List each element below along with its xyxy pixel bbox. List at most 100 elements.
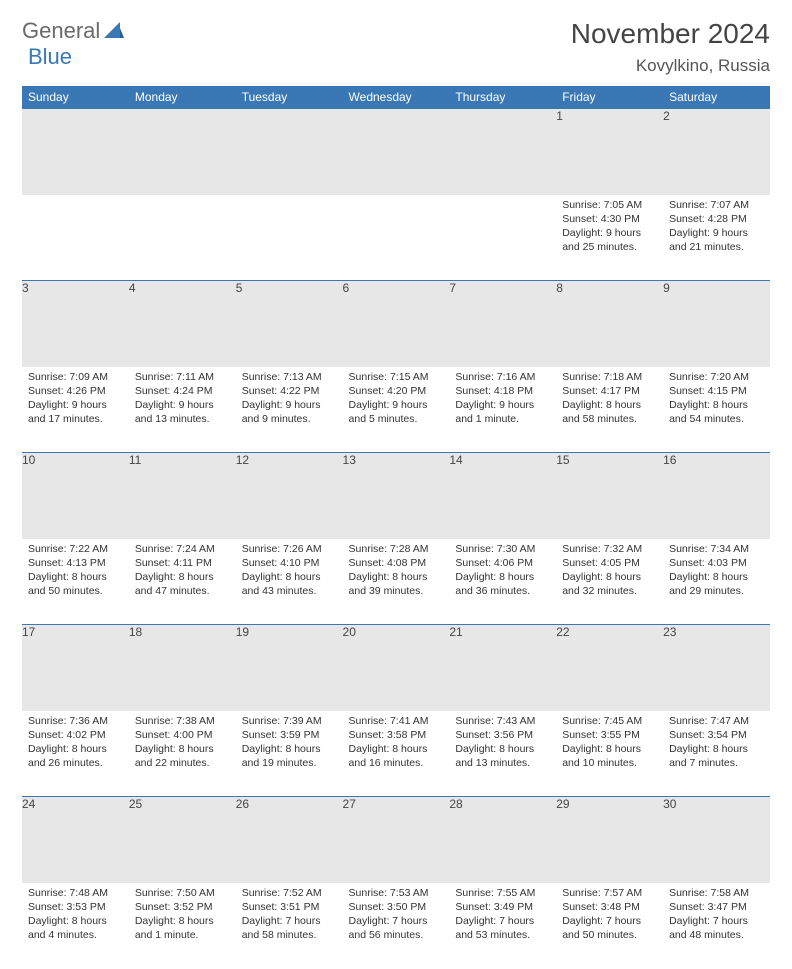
cell-16-d2: and 29 minutes. bbox=[669, 584, 764, 598]
cell-22-sr: Sunrise: 7:45 AM bbox=[562, 714, 657, 728]
cell-7-d1: Daylight: 9 hours bbox=[455, 398, 550, 412]
cell-20-sr: Sunrise: 7:41 AM bbox=[349, 714, 444, 728]
daynum-22: 22 bbox=[556, 625, 663, 711]
cell-26-ss: Sunset: 3:51 PM bbox=[242, 900, 337, 914]
cell-22-ss: Sunset: 3:55 PM bbox=[562, 728, 657, 742]
cell-14-d2: and 36 minutes. bbox=[455, 584, 550, 598]
daynum-8: 8 bbox=[556, 281, 663, 367]
cell-content-17: Sunrise: 7:36 AMSunset: 4:02 PMDaylight:… bbox=[22, 711, 129, 777]
dayhead-monday: Monday bbox=[129, 86, 236, 109]
cell-2-d2: and 21 minutes. bbox=[669, 240, 764, 254]
cell-30-d2: and 48 minutes. bbox=[669, 928, 764, 942]
cell-12-sr: Sunrise: 7:26 AM bbox=[242, 542, 337, 556]
daynum-5: 5 bbox=[236, 281, 343, 367]
cell-10-d2: and 50 minutes. bbox=[28, 584, 123, 598]
cell-15-sr: Sunrise: 7:32 AM bbox=[562, 542, 657, 556]
cell-7: Sunrise: 7:16 AMSunset: 4:18 PMDaylight:… bbox=[449, 367, 556, 453]
cell-3-d2: and 17 minutes. bbox=[28, 412, 123, 426]
cell-14-d1: Daylight: 8 hours bbox=[455, 570, 550, 584]
cell-2-sr: Sunrise: 7:07 AM bbox=[669, 198, 764, 212]
cell-22-d1: Daylight: 8 hours bbox=[562, 742, 657, 756]
calendar-body: 12Sunrise: 7:05 AMSunset: 4:30 PMDayligh… bbox=[22, 109, 770, 969]
cell-12-d1: Daylight: 8 hours bbox=[242, 570, 337, 584]
cell-26-sr: Sunrise: 7:52 AM bbox=[242, 886, 337, 900]
cell-11-d1: Daylight: 8 hours bbox=[135, 570, 230, 584]
cell-25-d1: Daylight: 8 hours bbox=[135, 914, 230, 928]
cell-10-sr: Sunrise: 7:22 AM bbox=[28, 542, 123, 556]
cell-17: Sunrise: 7:36 AMSunset: 4:02 PMDaylight:… bbox=[22, 711, 129, 797]
cell-content-9: Sunrise: 7:20 AMSunset: 4:15 PMDaylight:… bbox=[663, 367, 770, 433]
cell-content-11: Sunrise: 7:24 AMSunset: 4:11 PMDaylight:… bbox=[129, 539, 236, 605]
cell-12-ss: Sunset: 4:10 PM bbox=[242, 556, 337, 570]
week-4-numrow: 24252627282930 bbox=[22, 797, 770, 883]
cell-18-sr: Sunrise: 7:38 AM bbox=[135, 714, 230, 728]
daynum-26: 26 bbox=[236, 797, 343, 883]
calendar-head: SundayMondayTuesdayWednesdayThursdayFrid… bbox=[22, 86, 770, 109]
cell-19-sr: Sunrise: 7:39 AM bbox=[242, 714, 337, 728]
cell-15-d1: Daylight: 8 hours bbox=[562, 570, 657, 584]
cell-21-sr: Sunrise: 7:43 AM bbox=[455, 714, 550, 728]
location: Kovylkino, Russia bbox=[571, 56, 770, 76]
cell-content-8: Sunrise: 7:18 AMSunset: 4:17 PMDaylight:… bbox=[556, 367, 663, 433]
cell-content-5: Sunrise: 7:13 AMSunset: 4:22 PMDaylight:… bbox=[236, 367, 343, 433]
daynum-11: 11 bbox=[129, 453, 236, 539]
cell-26: Sunrise: 7:52 AMSunset: 3:51 PMDaylight:… bbox=[236, 883, 343, 969]
cell-content-16: Sunrise: 7:34 AMSunset: 4:03 PMDaylight:… bbox=[663, 539, 770, 605]
cell-28-d2: and 53 minutes. bbox=[455, 928, 550, 942]
cell-content-14: Sunrise: 7:30 AMSunset: 4:06 PMDaylight:… bbox=[449, 539, 556, 605]
daynum-24: 24 bbox=[22, 797, 129, 883]
cell-17-sr: Sunrise: 7:36 AM bbox=[28, 714, 123, 728]
cell-empty bbox=[236, 195, 343, 281]
daynum-21: 21 bbox=[449, 625, 556, 711]
cell-29-ss: Sunset: 3:48 PM bbox=[562, 900, 657, 914]
cell-2: Sunrise: 7:07 AMSunset: 4:28 PMDaylight:… bbox=[663, 195, 770, 281]
cell-2-ss: Sunset: 4:28 PM bbox=[669, 212, 764, 226]
dayhead-tuesday: Tuesday bbox=[236, 86, 343, 109]
daynum-25: 25 bbox=[129, 797, 236, 883]
cell-28: Sunrise: 7:55 AMSunset: 3:49 PMDaylight:… bbox=[449, 883, 556, 969]
week-1-numrow: 3456789 bbox=[22, 281, 770, 367]
cell-23: Sunrise: 7:47 AMSunset: 3:54 PMDaylight:… bbox=[663, 711, 770, 797]
cell-26-d2: and 58 minutes. bbox=[242, 928, 337, 942]
cell-6-ss: Sunset: 4:20 PM bbox=[349, 384, 444, 398]
cell-5-sr: Sunrise: 7:13 AM bbox=[242, 370, 337, 384]
cell-23-d2: and 7 minutes. bbox=[669, 756, 764, 770]
cell-11-ss: Sunset: 4:11 PM bbox=[135, 556, 230, 570]
cell-4-sr: Sunrise: 7:11 AM bbox=[135, 370, 230, 384]
cell-3: Sunrise: 7:09 AMSunset: 4:26 PMDaylight:… bbox=[22, 367, 129, 453]
cell-25-d2: and 1 minute. bbox=[135, 928, 230, 942]
cell-24-ss: Sunset: 3:53 PM bbox=[28, 900, 123, 914]
cell-28-ss: Sunset: 3:49 PM bbox=[455, 900, 550, 914]
daynum-30: 30 bbox=[663, 797, 770, 883]
cell-18-ss: Sunset: 4:00 PM bbox=[135, 728, 230, 742]
daynum-19: 19 bbox=[236, 625, 343, 711]
cell-1-d2: and 25 minutes. bbox=[562, 240, 657, 254]
cell-content-25: Sunrise: 7:50 AMSunset: 3:52 PMDaylight:… bbox=[129, 883, 236, 949]
cell-1-d1: Daylight: 9 hours bbox=[562, 226, 657, 240]
cell-13-d1: Daylight: 8 hours bbox=[349, 570, 444, 584]
cell-30: Sunrise: 7:58 AMSunset: 3:47 PMDaylight:… bbox=[663, 883, 770, 969]
cell-29-sr: Sunrise: 7:57 AM bbox=[562, 886, 657, 900]
header: General November 2024 Kovylkino, Russia bbox=[22, 18, 770, 76]
cell-content-30: Sunrise: 7:58 AMSunset: 3:47 PMDaylight:… bbox=[663, 883, 770, 949]
cell-17-d1: Daylight: 8 hours bbox=[28, 742, 123, 756]
cell-7-sr: Sunrise: 7:16 AM bbox=[455, 370, 550, 384]
daynum-7: 7 bbox=[449, 281, 556, 367]
cell-30-d1: Daylight: 7 hours bbox=[669, 914, 764, 928]
cell-25-sr: Sunrise: 7:50 AM bbox=[135, 886, 230, 900]
cell-23-sr: Sunrise: 7:47 AM bbox=[669, 714, 764, 728]
cell-28-d1: Daylight: 7 hours bbox=[455, 914, 550, 928]
logo-text-general: General bbox=[22, 18, 100, 44]
cell-16-sr: Sunrise: 7:34 AM bbox=[669, 542, 764, 556]
cell-4-d1: Daylight: 9 hours bbox=[135, 398, 230, 412]
cell-8-sr: Sunrise: 7:18 AM bbox=[562, 370, 657, 384]
cell-empty bbox=[22, 195, 129, 281]
daynum-17: 17 bbox=[22, 625, 129, 711]
cell-17-ss: Sunset: 4:02 PM bbox=[28, 728, 123, 742]
cell-20-ss: Sunset: 3:58 PM bbox=[349, 728, 444, 742]
cell-3-sr: Sunrise: 7:09 AM bbox=[28, 370, 123, 384]
cell-9-sr: Sunrise: 7:20 AM bbox=[669, 370, 764, 384]
title-block: November 2024 Kovylkino, Russia bbox=[571, 18, 770, 76]
cell-7-ss: Sunset: 4:18 PM bbox=[455, 384, 550, 398]
dayhead-wednesday: Wednesday bbox=[343, 86, 450, 109]
